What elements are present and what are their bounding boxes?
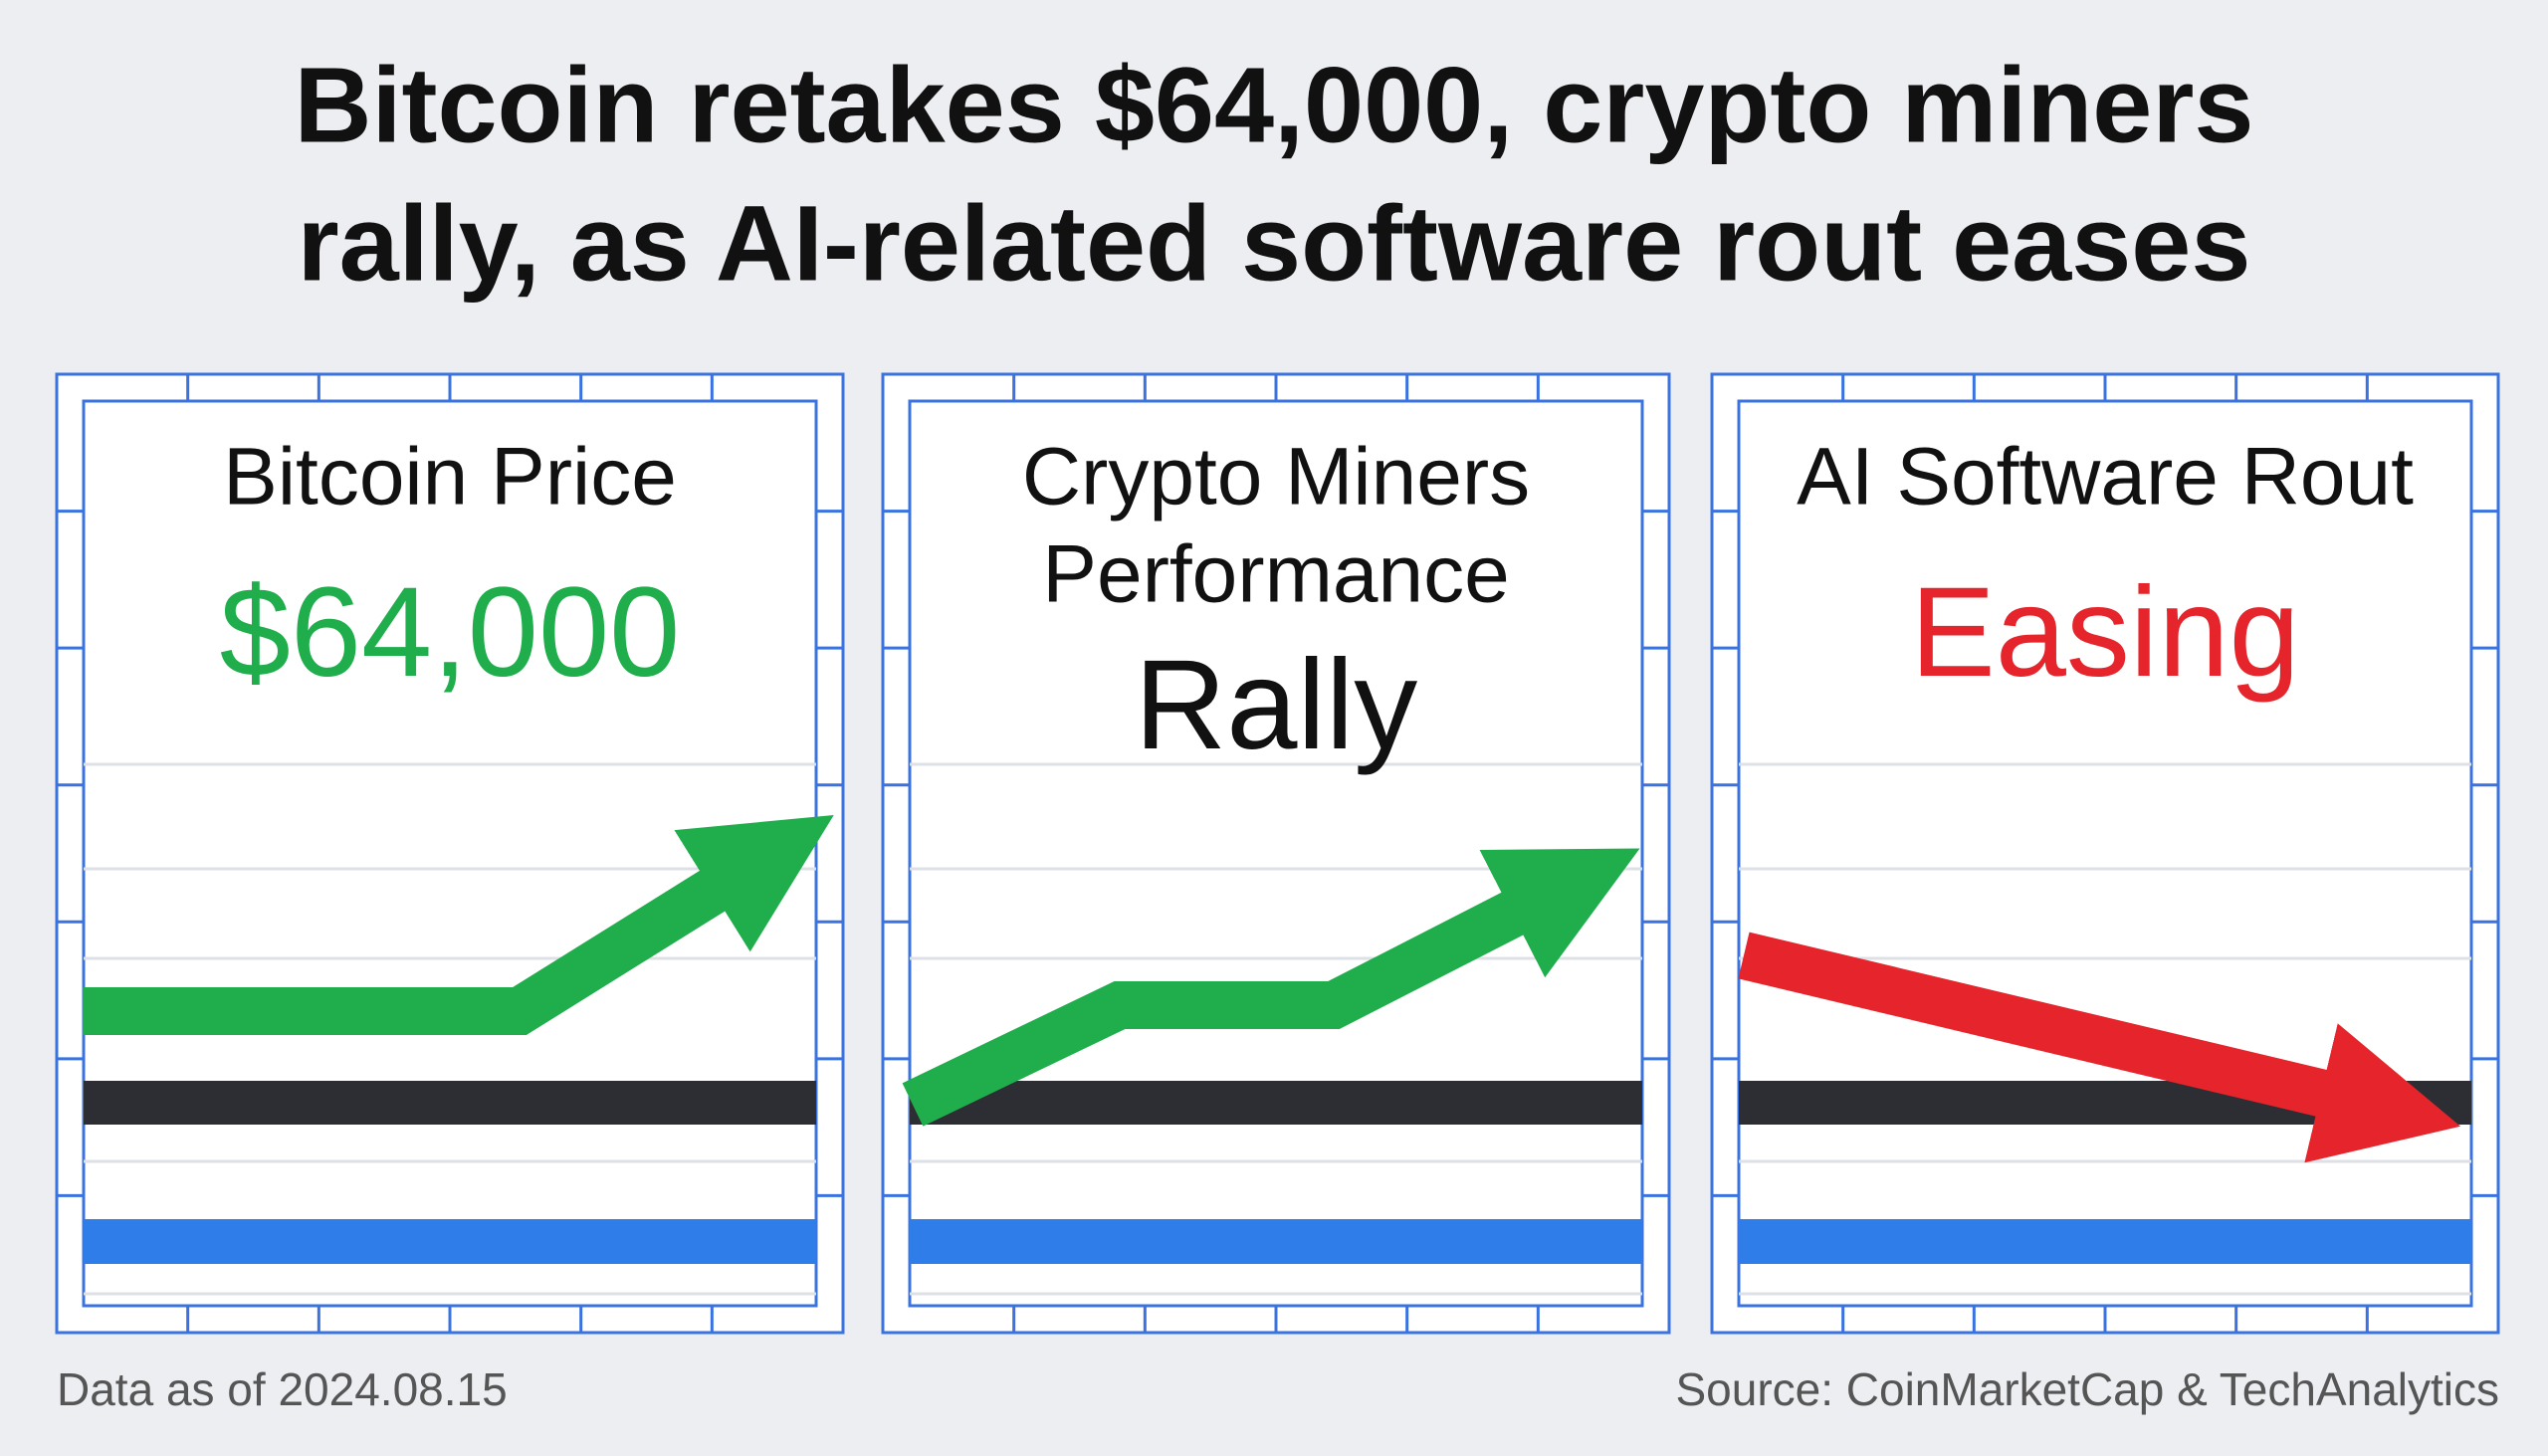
- blue-band: [84, 1219, 816, 1264]
- blue-band: [910, 1219, 1642, 1264]
- panel-value: $64,000: [220, 561, 681, 704]
- panel-title: Performance: [1042, 529, 1509, 620]
- panels: Bitcoin Price $64,000 Crypto MinersPerform…: [55, 372, 2500, 1335]
- dark-band: [84, 1081, 816, 1125]
- footer-note: Data as of 2024.08.15: [57, 1363, 508, 1415]
- panel-value: Easing: [1910, 561, 2299, 704]
- dark-band: [910, 1081, 1642, 1125]
- dark-band: [1739, 1081, 2471, 1125]
- trend-arrow: [902, 848, 1640, 1127]
- title-line: Bitcoin retakes $64,000, crypto miners: [295, 45, 2254, 165]
- panel-title: Crypto Miners: [1022, 432, 1530, 522]
- panel-title: Bitcoin Price: [223, 432, 677, 522]
- trend-arrow: [1738, 932, 2461, 1163]
- footer-source: Source: CoinMarketCap & TechAnalytics: [1675, 1363, 2499, 1415]
- panel-inner: [1737, 399, 2473, 1308]
- title-line: rally, as AI-related software rout eases: [298, 183, 2251, 304]
- panel-title: AI Software Rout: [1797, 432, 2414, 522]
- trend-arrow: [83, 815, 834, 1035]
- blue-band: [1739, 1219, 2471, 1264]
- panel-inner: [82, 399, 818, 1308]
- panel-value: Rally: [1135, 634, 1418, 776]
